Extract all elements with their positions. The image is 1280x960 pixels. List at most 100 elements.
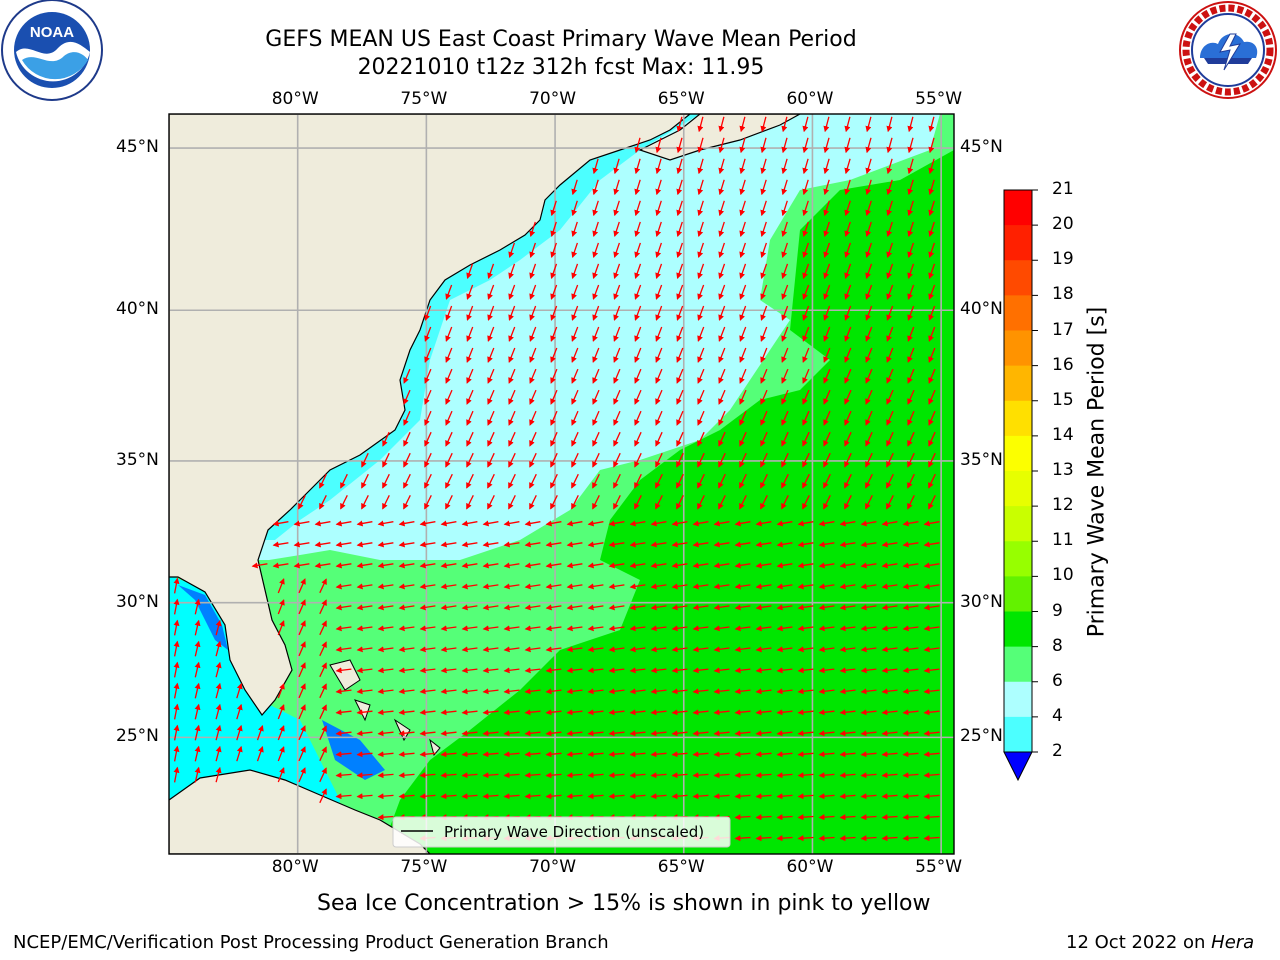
- wave-arrow: [776, 835, 793, 842]
- wave-arrow: [802, 410, 810, 426]
- wave-arrow: [440, 793, 457, 800]
- wave-arrow: [461, 688, 478, 695]
- wave-arrow: [173, 577, 180, 594]
- wave-arrow: [776, 772, 793, 779]
- wave-arrow: [907, 326, 915, 342]
- wave-arrow: [671, 646, 688, 653]
- colorbar-tick-label: 8: [1052, 635, 1063, 656]
- wave-arrow: [692, 520, 709, 527]
- wave-arrow: [697, 326, 705, 342]
- wave-arrow: [319, 473, 327, 489]
- colorbar-segment: [1004, 225, 1032, 261]
- wave-arrow: [319, 746, 327, 762]
- wave-arrow: [739, 158, 746, 175]
- wave-arrow: [697, 431, 705, 447]
- wave-arrow: [482, 688, 499, 695]
- wave-arrow: [760, 368, 768, 384]
- wave-arrow: [461, 667, 478, 674]
- wave-arrow: [718, 326, 726, 342]
- wave-arrow: [755, 793, 772, 800]
- wave-arrow: [797, 625, 814, 632]
- wave-arrow: [692, 541, 709, 548]
- wave-arrow: [655, 495, 663, 510]
- wave-arrow: [550, 410, 558, 426]
- wave-arrow: [592, 326, 600, 342]
- wave-arrow: [671, 583, 688, 590]
- wave-arrow: [194, 745, 201, 762]
- wave-arrow: [419, 646, 436, 653]
- wave-arrow: [314, 562, 331, 569]
- wave-arrow: [650, 604, 667, 611]
- wave-arrow: [613, 410, 621, 426]
- wave-arrow: [592, 158, 599, 175]
- wave-arrow: [298, 767, 306, 783]
- wave-arrow: [634, 452, 642, 468]
- colorbar-segment: [1004, 190, 1032, 226]
- lat-tick-label-left: 25°N: [116, 726, 159, 747]
- wave-arrow: [524, 625, 541, 632]
- wave-arrow: [902, 709, 919, 716]
- wave-arrow: [272, 562, 289, 569]
- wave-arrow: [697, 116, 704, 133]
- wave-arrow: [844, 200, 851, 217]
- wave-arrow: [739, 200, 746, 217]
- wave-arrow: [650, 709, 667, 716]
- wave-arrow: [550, 221, 557, 238]
- wave-arrow: [907, 137, 914, 154]
- wave-arrow: [676, 137, 683, 154]
- wave-arrow: [802, 326, 810, 342]
- wave-arrow: [886, 347, 894, 363]
- wave-arrow: [592, 221, 599, 238]
- wave-arrow: [844, 452, 852, 468]
- map-frame: [168, 113, 955, 855]
- wave-arrow: [907, 179, 914, 196]
- wave-arrow: [713, 646, 730, 653]
- wave-arrow: [335, 793, 352, 800]
- wave-arrow: [545, 604, 562, 611]
- wave-arrow: [844, 284, 852, 300]
- wave-arrow: [860, 604, 877, 611]
- wave-arrow: [503, 604, 520, 611]
- wave-arrow: [860, 520, 877, 527]
- wave-arrow: [818, 541, 835, 548]
- wave-arrow: [902, 562, 919, 569]
- wave-arrow: [844, 389, 852, 405]
- wave-arrow: [860, 709, 877, 716]
- wave-arrow: [424, 410, 432, 426]
- wave-arrow: [692, 709, 709, 716]
- wave-arrow: [419, 520, 436, 527]
- wave-arrow: [445, 473, 453, 489]
- wave-arrow: [655, 389, 663, 405]
- wave-arrow: [844, 473, 852, 489]
- wave-arrow: [298, 746, 306, 762]
- wave-arrow: [739, 326, 747, 342]
- wave-arrow: [445, 284, 453, 300]
- wave-arrow: [466, 452, 474, 468]
- wave-arrow: [587, 625, 604, 632]
- wave-arrow: [340, 495, 348, 510]
- wave-arrow: [215, 682, 222, 699]
- wave-arrow: [529, 495, 537, 510]
- wave-arrow: [823, 305, 831, 321]
- wave-arrow: [298, 599, 306, 615]
- lon-tick-label-top: 70°W: [529, 89, 577, 109]
- lon-tick-label-bottom: 60°W: [786, 857, 834, 877]
- wave-arrow: [818, 814, 835, 821]
- wave-arrow: [398, 520, 415, 527]
- wave-arrow: [398, 709, 415, 716]
- wave-arrow: [928, 473, 936, 489]
- wave-arrow: [802, 137, 809, 154]
- wave-arrow: [298, 704, 306, 720]
- wave-arrow: [697, 284, 705, 300]
- wave-arrow: [634, 431, 642, 447]
- wave-arrow: [613, 347, 621, 363]
- wave-arrow: [755, 688, 772, 695]
- wave-arrow: [571, 305, 579, 321]
- wave-arrow: [797, 667, 814, 674]
- wave-arrow: [608, 751, 625, 758]
- colorbar-segment: [1004, 576, 1032, 612]
- wave-arrow: [377, 604, 394, 611]
- wave-arrow: [298, 620, 306, 636]
- wave-arrow: [524, 541, 541, 548]
- wave-arrow: [335, 562, 352, 569]
